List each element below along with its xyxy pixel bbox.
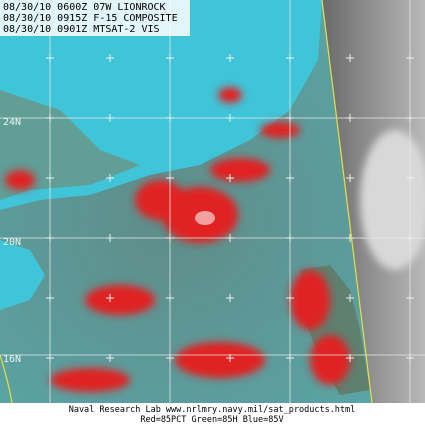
lat-label: 24N <box>3 117 21 128</box>
footer-source: Naval Research Lab www.nrlmry.navy.mil/s… <box>69 405 356 415</box>
footer-box <box>0 403 425 425</box>
grid <box>0 0 425 403</box>
footer-legend: Red=85PCT Green=85H Blue=85V <box>140 415 283 425</box>
lat-label: 20N <box>3 237 21 248</box>
grid-crosses <box>46 54 414 362</box>
swath-edge <box>0 354 13 404</box>
cloud <box>360 130 425 270</box>
header-line: 08/30/10 0901Z MTSAT-2 VIS <box>3 24 160 35</box>
header-line: 08/30/10 0915Z F-15 COMPOSITE <box>3 13 178 24</box>
convection <box>5 87 350 392</box>
hainan <box>0 240 45 310</box>
header-line: 08/30/10 0600Z 07W LIONROCK <box>3 2 166 13</box>
eye <box>195 211 215 225</box>
coast <box>0 90 140 200</box>
lat-label: 16N <box>3 354 21 365</box>
swath-edge <box>321 0 373 404</box>
header-box <box>0 0 190 36</box>
